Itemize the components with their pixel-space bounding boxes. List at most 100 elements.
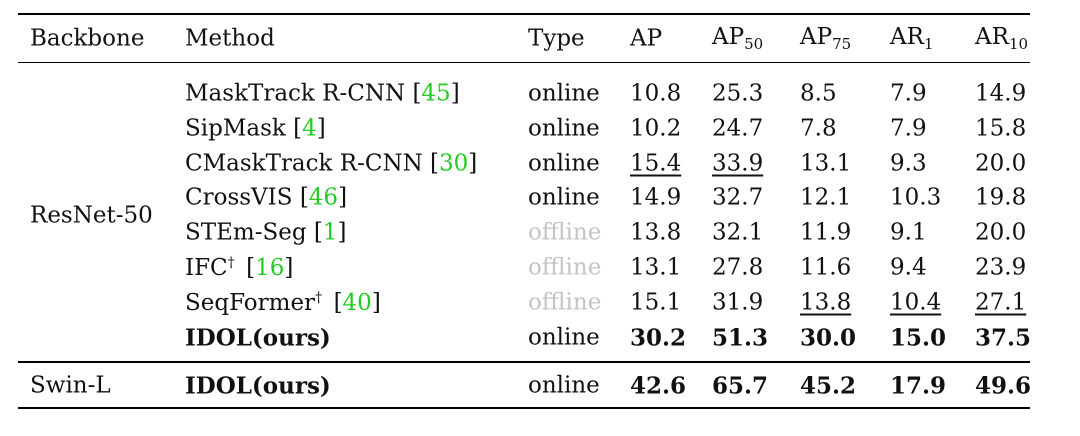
method-name: MaskTrack R-CNN — [185, 80, 406, 107]
value-cell: 49.6 — [975, 372, 1032, 400]
header-text: AR — [890, 24, 924, 50]
header-subscript: 50 — [744, 35, 764, 53]
method-name: IFC — [185, 255, 228, 281]
type-cell: offline — [528, 219, 602, 246]
value-cell: 19.8 — [975, 184, 1027, 211]
value-cell: 15.8 — [975, 115, 1027, 142]
method-name: IDOL(ours) — [185, 324, 331, 352]
value-cell: 20.0 — [975, 219, 1027, 246]
header-cell: AP — [630, 25, 663, 52]
value-cell: 33.9 — [712, 150, 764, 177]
value-cell: 65.7 — [712, 372, 769, 400]
citation-bracket: ] — [468, 150, 478, 177]
group-rule — [18, 361, 1030, 363]
method-name: CMaskTrack R-CNN — [185, 150, 423, 177]
value-cell: 7.9 — [890, 115, 927, 142]
value-cell: 27.8 — [712, 254, 764, 281]
method-cell: MaskTrack R-CNN [45] — [185, 80, 460, 107]
value-cell: 15.1 — [630, 289, 682, 316]
citation-bracket: [ — [333, 289, 343, 316]
method-mark: † — [227, 255, 235, 271]
citation-bracket: ] — [316, 115, 326, 142]
method-cell: SeqFormer† [40] — [185, 291, 381, 315]
value-cell: 7.8 — [800, 115, 837, 142]
value-cell: 13.8 — [800, 289, 852, 316]
backbone-cell: Swin-L — [30, 372, 111, 399]
value-cell: 14.9 — [975, 80, 1027, 107]
value-cell: 42.6 — [630, 372, 687, 400]
value-cell: 7.9 — [890, 80, 927, 107]
citation: 16 — [255, 255, 285, 281]
header-cell: Type — [528, 25, 585, 52]
value-cell: 15.0 — [890, 324, 947, 352]
top-rule — [18, 13, 1030, 15]
citation-bracket: ] — [284, 255, 294, 281]
value-cell: 14.9 — [630, 184, 682, 211]
citation: 45 — [421, 80, 451, 107]
header-subscript: 1 — [923, 35, 934, 53]
method-cell: STEm-Seg [1] — [185, 219, 346, 246]
value-cell: 13.1 — [630, 254, 682, 281]
citation-bracket: [ — [293, 115, 303, 142]
header-cell: Backbone — [30, 25, 145, 52]
header-cell: AP75 — [800, 26, 851, 52]
header-text: AR — [975, 24, 1009, 50]
value-cell: 20.0 — [975, 150, 1027, 177]
citation-bracket: [ — [412, 80, 422, 107]
citation: 46 — [308, 184, 339, 211]
value-cell: 8.5 — [800, 80, 837, 107]
header-text: AP — [712, 24, 745, 50]
citation-bracket: [ — [246, 255, 256, 281]
value-cell: 32.1 — [712, 219, 764, 246]
method-name: IDOL(ours) — [185, 372, 331, 400]
method-cell: IFC† [16] — [185, 256, 293, 280]
value-cell: 12.1 — [800, 184, 852, 211]
citation-bracket: ] — [371, 289, 381, 316]
value-cell: 10.3 — [890, 184, 942, 211]
value-cell: 10.8 — [630, 80, 682, 107]
citation: 1 — [322, 219, 338, 246]
backbone-cell: ResNet-50 — [30, 202, 153, 229]
method-name: SipMask — [185, 115, 286, 142]
citation: 4 — [302, 115, 317, 142]
header-cell: AR10 — [975, 26, 1028, 52]
type-cell: offline — [528, 289, 602, 316]
value-cell: 30.0 — [800, 324, 857, 352]
value-cell: 9.3 — [890, 150, 927, 177]
method-cell: SipMask [4] — [185, 117, 326, 140]
value-cell: 30.2 — [630, 324, 687, 352]
value-cell: 11.6 — [800, 254, 852, 281]
value-cell: 23.9 — [975, 254, 1027, 281]
header-cell: AP50 — [712, 26, 763, 52]
header-subscript: 75 — [832, 35, 852, 53]
method-name: CrossVIS — [185, 184, 293, 211]
value-cell: 25.3 — [712, 80, 764, 107]
value-cell: 11.9 — [800, 219, 852, 246]
header-cell: AR1 — [890, 26, 933, 52]
citation: 30 — [439, 150, 469, 177]
value-cell: 51.3 — [712, 324, 769, 352]
type-cell: online — [528, 324, 600, 351]
value-cell: 9.4 — [890, 254, 927, 281]
header-text: AP — [800, 24, 833, 50]
value-cell: 31.9 — [712, 289, 764, 316]
method-cell: CMaskTrack R-CNN [30] — [185, 152, 477, 175]
type-cell: online — [528, 80, 600, 107]
citation-bracket: ] — [450, 80, 460, 107]
value-cell: 45.2 — [800, 372, 857, 400]
type-cell: online — [528, 115, 600, 142]
value-cell: 27.1 — [975, 289, 1027, 316]
value-cell: 17.9 — [890, 372, 947, 400]
citation-bracket: ] — [338, 184, 348, 211]
value-cell: 37.5 — [975, 324, 1032, 352]
header-cell: Method — [185, 25, 275, 52]
method-cell: IDOL(ours) — [185, 326, 331, 349]
header-subscript: 10 — [1008, 35, 1029, 53]
method-cell: CrossVIS [46] — [185, 184, 348, 211]
citation: 40 — [342, 289, 372, 316]
type-cell: online — [528, 150, 600, 177]
value-cell: 24.7 — [712, 115, 764, 142]
citation-bracket: [ — [299, 184, 309, 211]
value-cell: 13.1 — [800, 150, 852, 177]
